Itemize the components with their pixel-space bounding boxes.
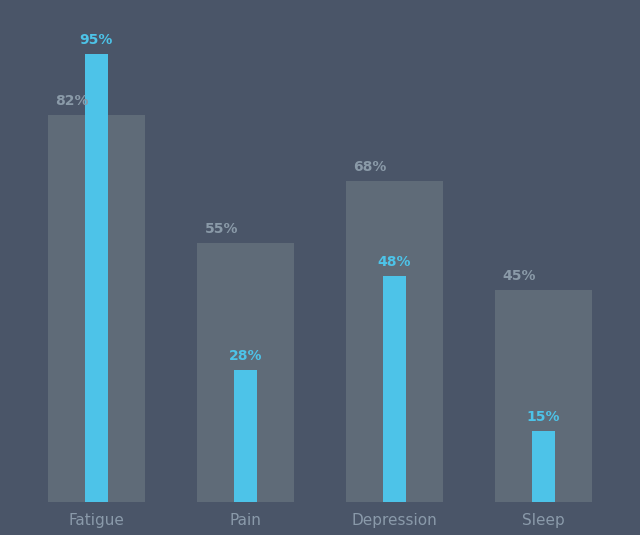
Text: 95%: 95%: [80, 33, 113, 47]
Bar: [234, 370, 257, 502]
Text: 28%: 28%: [228, 349, 262, 363]
Text: 45%: 45%: [502, 269, 536, 282]
Text: 48%: 48%: [378, 255, 412, 269]
Bar: [48, 116, 145, 502]
Text: 55%: 55%: [205, 221, 238, 235]
Text: 82%: 82%: [56, 94, 89, 108]
Bar: [383, 276, 406, 502]
Bar: [197, 243, 294, 502]
Bar: [495, 290, 592, 502]
Bar: [85, 54, 108, 502]
Bar: [346, 181, 443, 502]
Text: 15%: 15%: [527, 410, 561, 424]
Text: 68%: 68%: [354, 160, 387, 174]
Bar: [532, 431, 555, 502]
